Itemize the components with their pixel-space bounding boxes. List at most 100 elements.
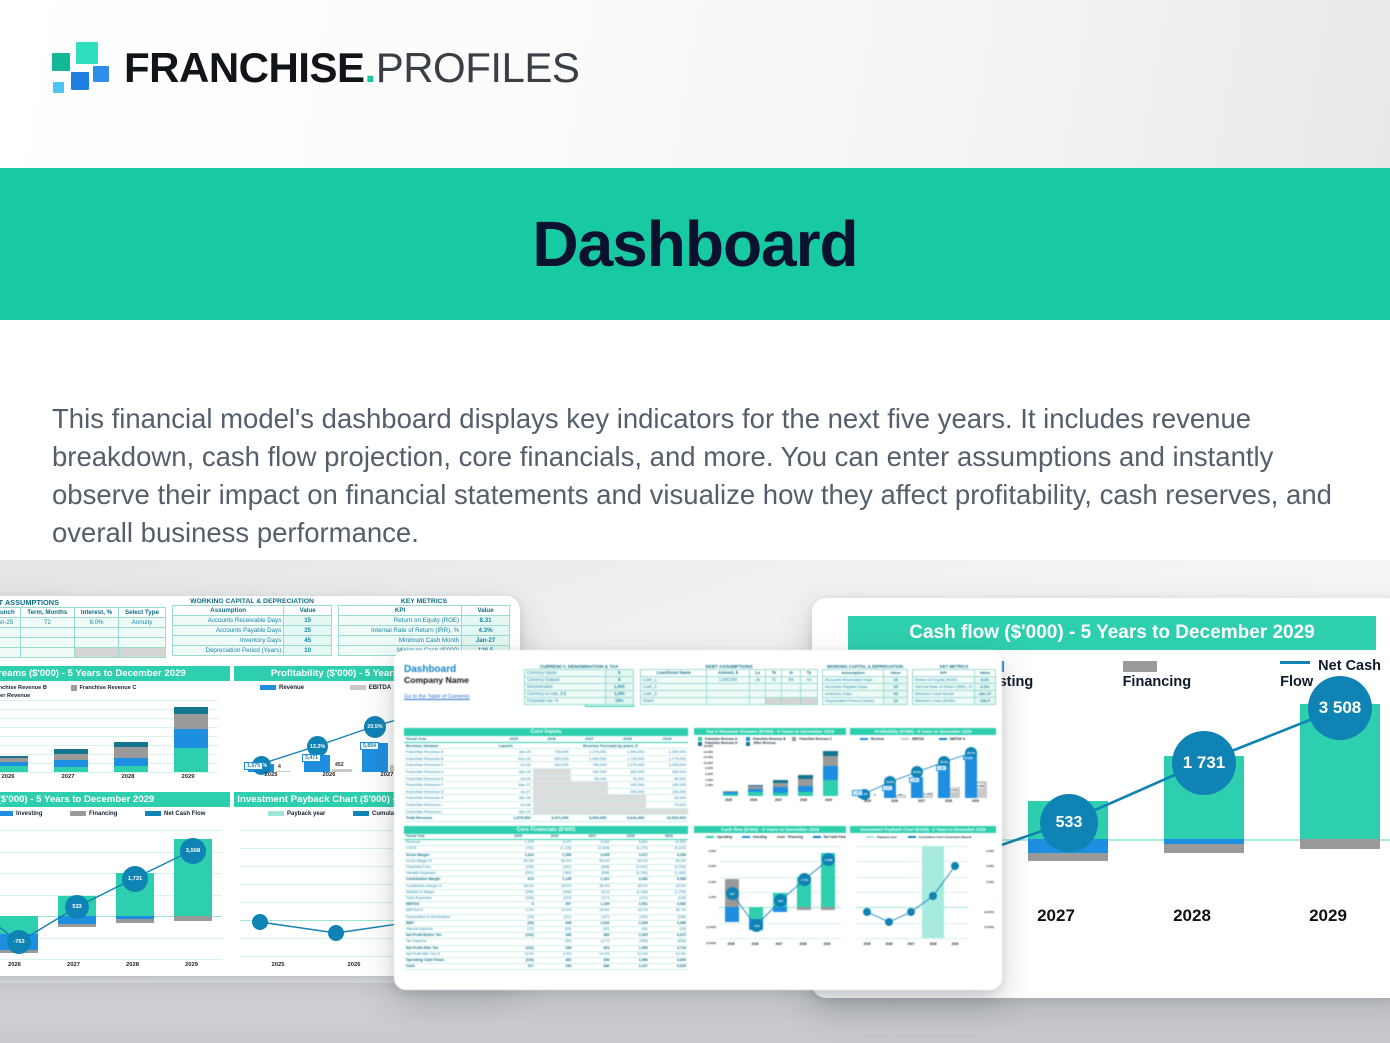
table-row: Franchise Fees (226) (161) (698) (1,447) (2,2… — [404, 864, 688, 872]
table-row: EBITDA 6 457 1,199 2,531 4,582 — [404, 901, 688, 909]
wc-title: WORKING CAPITAL & DEPRECIATION — [826, 664, 904, 669]
data-label: 1,575 — [852, 790, 863, 796]
data-label: 1 731 — [798, 873, 811, 886]
axis-tick: 2025 — [727, 942, 735, 946]
legend-item: Franchise Revenue C — [792, 737, 832, 742]
working-capital-title: WORKING CAPITAL & DEPRECIATION — [190, 598, 314, 605]
table-row: Net Profit After Tax (101) 259 803 1,959 3,71… — [404, 945, 688, 952]
legend-item: Cumulative Cash Generated (Spent) — [907, 835, 971, 839]
legend-item: Revenue — [260, 685, 304, 691]
legend-item: Investing — [741, 835, 767, 839]
data-point — [863, 908, 871, 916]
axis-tick: 2026 — [885, 942, 893, 946]
table-row: Gross Margin % 60.3% 60.0% 60.0% 60.0% 65.0% — [404, 858, 688, 866]
legend-item: EBITDA — [349, 685, 391, 691]
data-label: 3,471 — [302, 754, 321, 762]
page-title: Dashboard — [532, 208, 858, 280]
table-row: EBITDA % 0.2% 13.2% 20.5% 26.2% 30.7% — [404, 907, 688, 915]
legend-item: Franchise Revenue B — [0, 685, 47, 691]
debt-block: DEBT ASSUMPTIONS Loan/Grant Name Amount, … — [639, 664, 819, 705]
axis-tick: 2028 — [126, 962, 139, 968]
chart-top5-revenue-center[interactable]: Top 5 Revenue Streams ($'000) - 5 Years … — [694, 728, 846, 820]
chart-title: Cash flow ($'000) - 5 Years to December … — [848, 616, 1376, 650]
data-label: 1,575 — [244, 762, 263, 770]
table-row: Loan_1 1,000,000 Ja 72 8% An — [639, 676, 819, 684]
data-label: 9,667 — [936, 765, 947, 771]
table-row: Accounts Payable Days 25 — [821, 683, 908, 691]
data-label: 533 — [1040, 794, 1098, 852]
legend-item: Other Revenue — [0, 693, 31, 699]
legend-item: Financing — [776, 835, 803, 839]
data-label: 5,854 — [360, 742, 379, 750]
table-row: Loan_3 — [0, 637, 167, 648]
dashboard-preview-center[interactable]: Dashboard Company Name Go to the Table o… — [394, 650, 1002, 990]
plot-area: 917 -763 533 1,731 3,508 — [0, 830, 222, 960]
data-label: 917 — [726, 887, 739, 900]
axis-tick: 2029 — [971, 799, 980, 803]
legend-item: Franchise Revenue A — [698, 737, 737, 742]
axis-tick: 2025 — [264, 772, 278, 778]
chart-payback-center[interactable]: Investment Payback Chart ($'000) - 5 Yea… — [850, 826, 996, 976]
axis-tick: 2027 — [380, 772, 394, 778]
table-row: Loan_2 — [639, 683, 819, 691]
legend-item: Franchise Revenue D — [698, 741, 737, 746]
table-row: Return on Equity (ROE) 8.31 — [912, 676, 997, 684]
table-row: Salaries & Wages (289) (905) (913) (1,038) (1… — [404, 889, 688, 897]
brand-name-bold: FRANCHISE — [124, 44, 365, 91]
table-row: Currency Outputs $ — [524, 676, 635, 684]
data-label: 2,535 — [950, 788, 957, 792]
chart-title: Cash flow ($'000) - 5 Years to December … — [694, 826, 846, 833]
table-row: Franchise Revenue E Jul-26 66,000 75,000 80,… — [404, 775, 688, 783]
chart-top5-revenue-left[interactable]: Top 5 Revenue Streams ($'000) - 5 Years … — [0, 666, 230, 788]
axis-tick: 2029 — [185, 962, 198, 968]
axis-tick: 2026 — [1, 774, 15, 780]
axis-tick: 2025 — [724, 798, 733, 802]
axis-tick: 2026 — [749, 798, 758, 802]
data-point — [929, 892, 937, 900]
data-label: 14,930 — [963, 756, 974, 760]
debt-assumptions-title: DEBT ASSUMPTIONS — [0, 598, 60, 607]
key-metrics-table: KEY METRICS KPI Value Return on Equity (R… — [337, 598, 510, 656]
plot-area — [0, 700, 218, 773]
table-of-contents-link[interactable]: Go to the Table of Contents — [404, 694, 470, 700]
chart-title: Investment Payback Chart ($'000) - 5 Yea… — [850, 826, 996, 833]
data-label: 4 — [874, 793, 876, 797]
axis-tick: 2029 — [823, 942, 831, 946]
kpi-block: KEY METRICS KPI Value Return on Equity (R… — [912, 664, 997, 705]
table-row: Currency Inputs $ — [524, 669, 635, 677]
data-label: 1 731 — [1172, 731, 1236, 795]
table-row: Fixed Expenses (100) (119) (117) (131) (139) — [404, 895, 688, 903]
data-label: 20.5% — [911, 766, 923, 778]
axis-tick: 2027 — [1037, 906, 1075, 925]
axis-tick: 2026 — [322, 772, 336, 778]
data-label: 3 508 — [1308, 676, 1372, 740]
axis-tick: 2026 — [890, 799, 899, 803]
chart-cashflow-center[interactable]: Cash flow ($'000) - 5 Years to December … — [694, 826, 846, 976]
table-row: Loan_2 — [0, 627, 167, 638]
data-point — [252, 914, 268, 930]
data-label: 0.2% — [859, 789, 870, 800]
axis-tick: 2028 — [929, 942, 937, 946]
table-row: Variable Expenses (501) (780) (656) (1,190)(… — [404, 870, 688, 878]
currency-block: CURRENCY, DENOMINATION & TAX Currency In… — [524, 664, 635, 705]
data-label: -763 — [750, 919, 763, 932]
legend-item: Franchise Revenue C — [70, 684, 136, 691]
chart-cashflow-left[interactable]: Cash flow ($'000) - 5 Years to December … — [0, 792, 230, 974]
table-row: Depreciation & Amortization (29) (111) (167… — [404, 914, 688, 921]
data-label: 4,583 — [977, 784, 984, 788]
data-label: 4 — [278, 764, 281, 770]
chart-title: Cash flow ($'000) - 5 Years to December … — [0, 792, 230, 807]
chart-profitability-center[interactable]: Profitability ($'000) - 5 Years to Decem… — [850, 728, 996, 820]
table-row: Minimum Cash Month Jan-27 — [912, 690, 997, 698]
table-row: Contribution Margin 673 1,145 2,161 3,466 5,9… — [404, 876, 688, 884]
axis-tick: 2027 — [67, 962, 80, 968]
table-row: Loan_3 — [639, 690, 819, 698]
axis-tick: 2027 — [61, 774, 75, 780]
axis-tick: 2025 — [863, 799, 872, 803]
table-row: Accounts Payable Days 25 — [171, 625, 332, 636]
logo-mark-icon — [52, 42, 109, 94]
table-row: Accounts Receivable Days 15 — [821, 676, 908, 684]
currency-title: CURRENCY, DENOMINATION & TAX — [539, 664, 619, 669]
table-row: Inventory Days 45 — [821, 690, 908, 698]
brand-logo: FRANCHISE.PROFILES — [52, 42, 580, 94]
